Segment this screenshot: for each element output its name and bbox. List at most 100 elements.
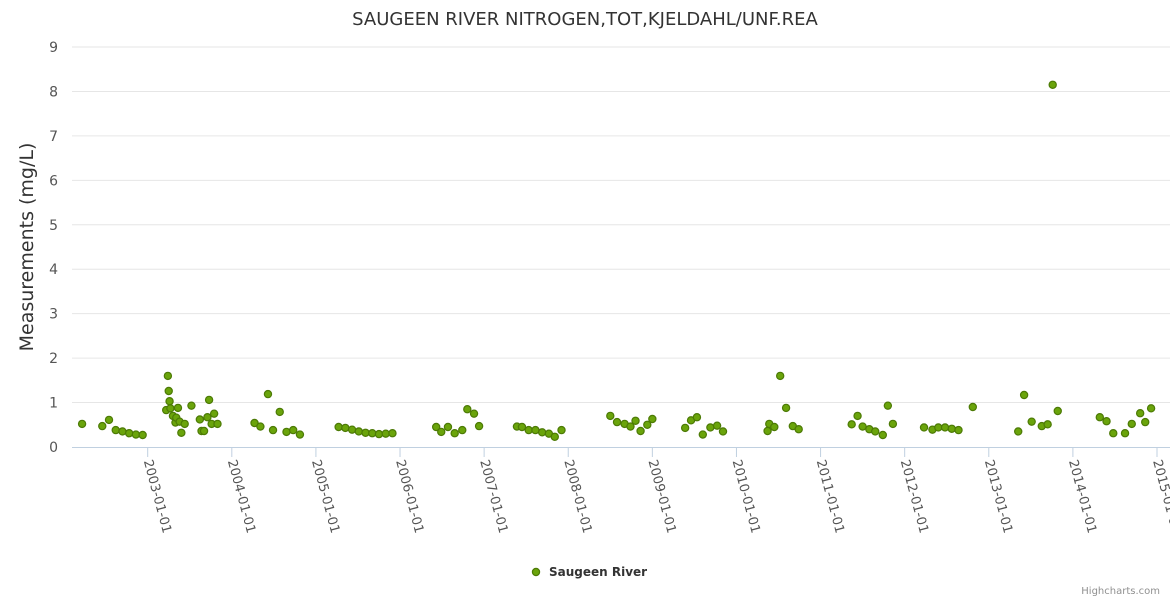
data-point-4[interactable]	[118, 427, 127, 436]
data-point-37[interactable]	[334, 422, 343, 432]
data-point-109[interactable]	[1120, 429, 1130, 438]
data-point-83[interactable]	[794, 425, 803, 434]
data-point-1[interactable]	[98, 421, 107, 431]
data-point-75[interactable]	[712, 421, 722, 430]
legend-item-saugeen-river[interactable]: Saugeen River	[549, 565, 647, 579]
data-point-79[interactable]	[770, 422, 779, 432]
data-point-5[interactable]	[124, 429, 134, 438]
data-point-6[interactable]	[131, 430, 141, 439]
data-point-0[interactable]	[77, 419, 87, 429]
data-point-88[interactable]	[871, 427, 880, 436]
data-point-103[interactable]	[1043, 420, 1052, 429]
data-point-27[interactable]	[209, 409, 219, 418]
data-point-97[interactable]	[954, 425, 963, 435]
data-point-70[interactable]	[680, 423, 690, 433]
data-point-10[interactable]	[164, 386, 173, 396]
data-point-96[interactable]	[947, 424, 956, 433]
data-point-91[interactable]	[888, 419, 898, 429]
data-point-47[interactable]	[437, 427, 446, 437]
data-point-35[interactable]	[289, 425, 298, 435]
data-point-58[interactable]	[537, 428, 547, 437]
data-point-101[interactable]	[1027, 417, 1036, 426]
highcharts-credit[interactable]: Highcharts.com	[1081, 586, 1160, 597]
data-point-90[interactable]	[883, 401, 893, 410]
data-point-52[interactable]	[469, 409, 479, 418]
data-point-80[interactable]	[775, 371, 785, 381]
data-point-12[interactable]	[166, 404, 175, 413]
data-point-40[interactable]	[354, 427, 364, 436]
data-point-69[interactable]	[648, 414, 657, 424]
data-point-25[interactable]	[204, 395, 214, 405]
data-point-74[interactable]	[706, 423, 715, 432]
data-point-45[interactable]	[388, 429, 397, 438]
data-point-51[interactable]	[463, 405, 472, 414]
data-point-92[interactable]	[919, 423, 929, 432]
data-point-95[interactable]	[940, 423, 950, 432]
data-point-106[interactable]	[1095, 413, 1105, 422]
data-point-30[interactable]	[256, 422, 265, 431]
data-point-68[interactable]	[643, 420, 652, 429]
data-point-39[interactable]	[347, 425, 357, 434]
data-point-100[interactable]	[1019, 390, 1029, 400]
data-point-111[interactable]	[1135, 409, 1145, 418]
data-point-24[interactable]	[203, 413, 212, 422]
data-point-57[interactable]	[531, 425, 540, 435]
data-point-98[interactable]	[968, 402, 978, 412]
data-point-76[interactable]	[718, 427, 728, 436]
data-point-42[interactable]	[368, 429, 377, 438]
data-point-23[interactable]	[199, 426, 209, 436]
data-point-32[interactable]	[268, 425, 278, 435]
data-point-113[interactable]	[1146, 404, 1156, 413]
data-point-33[interactable]	[275, 407, 284, 417]
data-point-99[interactable]	[1014, 427, 1023, 436]
data-point-63[interactable]	[612, 417, 622, 427]
data-point-36[interactable]	[295, 430, 305, 439]
data-point-16[interactable]	[173, 403, 183, 413]
data-point-72[interactable]	[692, 413, 702, 422]
data-point-105[interactable]	[1053, 406, 1062, 416]
data-point-65[interactable]	[626, 422, 635, 431]
data-point-21[interactable]	[195, 415, 205, 424]
data-point-31[interactable]	[263, 389, 273, 399]
data-point-62[interactable]	[606, 411, 615, 421]
data-point-108[interactable]	[1109, 429, 1118, 438]
data-point-107[interactable]	[1102, 417, 1111, 426]
data-point-77[interactable]	[763, 426, 772, 436]
data-point-67[interactable]	[636, 426, 645, 436]
data-point-46[interactable]	[431, 422, 441, 432]
data-point-34[interactable]	[282, 427, 291, 437]
data-point-53[interactable]	[474, 421, 484, 431]
data-point-110[interactable]	[1127, 419, 1136, 429]
data-point-112[interactable]	[1141, 417, 1150, 427]
data-point-20[interactable]	[187, 401, 196, 410]
data-point-49[interactable]	[450, 429, 459, 438]
data-point-2[interactable]	[104, 415, 114, 425]
data-point-3[interactable]	[111, 425, 120, 435]
data-point-73[interactable]	[698, 430, 708, 439]
data-point-18[interactable]	[177, 428, 186, 437]
data-point-7[interactable]	[138, 430, 147, 440]
data-point-60[interactable]	[550, 432, 559, 441]
data-point-81[interactable]	[781, 403, 791, 413]
data-point-9[interactable]	[163, 371, 173, 381]
data-point-86[interactable]	[858, 422, 867, 431]
data-point-50[interactable]	[458, 425, 467, 435]
data-point-56[interactable]	[524, 425, 533, 435]
data-point-11[interactable]	[165, 397, 174, 406]
legend[interactable]: Saugeen River	[531, 565, 647, 579]
data-point-85[interactable]	[853, 411, 862, 421]
data-point-19[interactable]	[180, 419, 189, 429]
data-point-55[interactable]	[517, 422, 527, 432]
data-point-61[interactable]	[557, 425, 566, 435]
data-point-48[interactable]	[443, 422, 453, 432]
data-point-84[interactable]	[847, 420, 856, 429]
data-point-29[interactable]	[250, 418, 259, 428]
data-point-66[interactable]	[631, 416, 640, 425]
data-point-38[interactable]	[341, 423, 350, 433]
data-point-28[interactable]	[213, 419, 222, 429]
data-point-44[interactable]	[381, 429, 390, 438]
data-point-94[interactable]	[934, 423, 943, 432]
data-point-43[interactable]	[374, 429, 384, 439]
data-point-89[interactable]	[878, 430, 888, 440]
data-point-41[interactable]	[361, 428, 370, 437]
